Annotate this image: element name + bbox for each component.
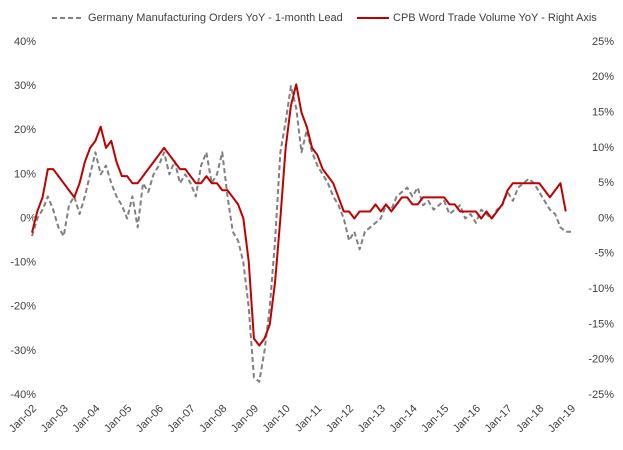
- y-tick-label: -30%: [10, 345, 36, 357]
- y-tick-label: -10%: [10, 257, 36, 269]
- y-tick-label: -40%: [10, 389, 36, 401]
- y2-tick-label: -5%: [594, 248, 614, 260]
- data-line: [31, 83, 567, 347]
- y2-tick-label: 20%: [592, 71, 614, 83]
- y-tick-label: 30%: [14, 80, 36, 92]
- x-tick-label: Jan-14: [387, 403, 419, 435]
- x-tick-label: Jan-04: [70, 403, 102, 435]
- x-tick-label: Jan-11: [293, 403, 325, 435]
- legend-label: CPB Word Trade Volume YoY - Right Axis: [393, 12, 597, 24]
- data-line: [31, 85, 571, 383]
- y2-tick-label: 25%: [592, 36, 614, 48]
- x-tick-label: Jan-19: [546, 403, 578, 435]
- x-tick-label: Jan-15: [419, 403, 451, 435]
- y2-tick-label: 0%: [598, 212, 614, 224]
- x-tick-label: Jan-07: [165, 403, 197, 435]
- x-tick-label: Jan-08: [197, 403, 229, 435]
- y2-tick-label: -10%: [588, 283, 614, 295]
- y-tick-label: 10%: [14, 168, 36, 180]
- x-tick-label: Jan-03: [39, 403, 71, 435]
- x-tick-label: Jan-16: [451, 403, 483, 435]
- x-tick-label: Jan-06: [134, 403, 166, 435]
- x-tick-label: Jan-12: [324, 403, 356, 435]
- y-tick-label: 0%: [20, 212, 36, 224]
- x-tick-label: Jan-18: [514, 403, 546, 435]
- y-tick-label: 20%: [14, 124, 36, 136]
- x-tick-label: Jan-09: [229, 403, 261, 435]
- x-tick-label: Jan-05: [102, 403, 134, 435]
- legend-label: Germany Manufacturing Orders YoY - 1-mon…: [88, 12, 343, 24]
- x-tick-label: Jan-17: [482, 403, 514, 435]
- y2-tick-label: -20%: [588, 354, 614, 366]
- y2-tick-label: 10%: [592, 142, 614, 154]
- x-tick-label: Jan-13: [356, 403, 388, 435]
- y2-tick-label: 5%: [598, 177, 614, 189]
- y-tick-label: -20%: [10, 301, 36, 313]
- y2-tick-label: 15%: [592, 107, 614, 119]
- y2-tick-label: -25%: [588, 389, 614, 401]
- y2-tick-label: -15%: [588, 318, 614, 330]
- y-tick-label: 40%: [14, 36, 36, 48]
- x-tick-label: Jan-10: [261, 403, 293, 435]
- x-tick-label: Jan-02: [7, 403, 39, 435]
